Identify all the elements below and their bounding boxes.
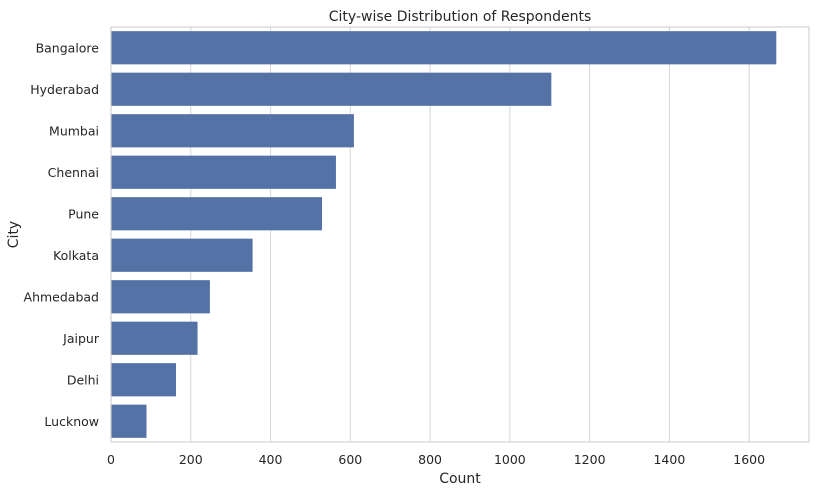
y-tick-label-jaipur: Jaipur [62, 331, 100, 346]
bar-delhi [111, 363, 177, 397]
x-tick-labels: 0 200 400 600 800 1000 1200 1400 1600 [107, 452, 765, 467]
plot-frame [110, 26, 810, 443]
y-axis-label: City [6, 221, 22, 248]
bar-ahmedabad [111, 280, 210, 314]
bar-lucknow [111, 404, 147, 438]
y-tick-label-hyderabad: Hyderabad [30, 82, 99, 97]
bar-pune [111, 197, 322, 231]
bar-bangalore [111, 31, 777, 65]
y-tick-label-chennai: Chennai [48, 165, 99, 180]
x-tick-label: 600 [338, 452, 362, 467]
y-tick-label-lucknow: Lucknow [44, 414, 99, 429]
bars [111, 31, 777, 438]
y-tick-label-pune: Pune [68, 206, 99, 221]
y-tick-label-bangalore: Bangalore [36, 40, 100, 55]
bar-kolkata [111, 238, 253, 272]
x-tick-label: 1200 [574, 452, 606, 467]
y-tick-label-ahmedabad: Ahmedabad [24, 289, 99, 304]
x-tick-label: 800 [418, 452, 442, 467]
x-tick-label: 1600 [733, 452, 765, 467]
x-tick-label: 1000 [494, 452, 526, 467]
y-tick-label-mumbai: Mumbai [49, 123, 99, 138]
chart-title: City-wise Distribution of Respondents [329, 9, 592, 25]
y-tick-labels: Bangalore Hyderabad Mumbai Chennai Pune Kolka… [24, 40, 100, 429]
x-tick-label: 0 [107, 452, 115, 467]
bar-chennai [111, 155, 336, 189]
bar-mumbai [111, 114, 354, 148]
x-tick-label: 400 [259, 452, 283, 467]
x-axis-label: Count [439, 471, 481, 487]
bar-hyderabad [111, 72, 552, 106]
y-tick-label-kolkata: Kolkata [53, 248, 99, 263]
x-tick-label: 200 [179, 452, 203, 467]
x-tick-label: 1400 [653, 452, 685, 467]
bar-jaipur [111, 321, 198, 355]
y-tick-label-delhi: Delhi [67, 372, 99, 387]
